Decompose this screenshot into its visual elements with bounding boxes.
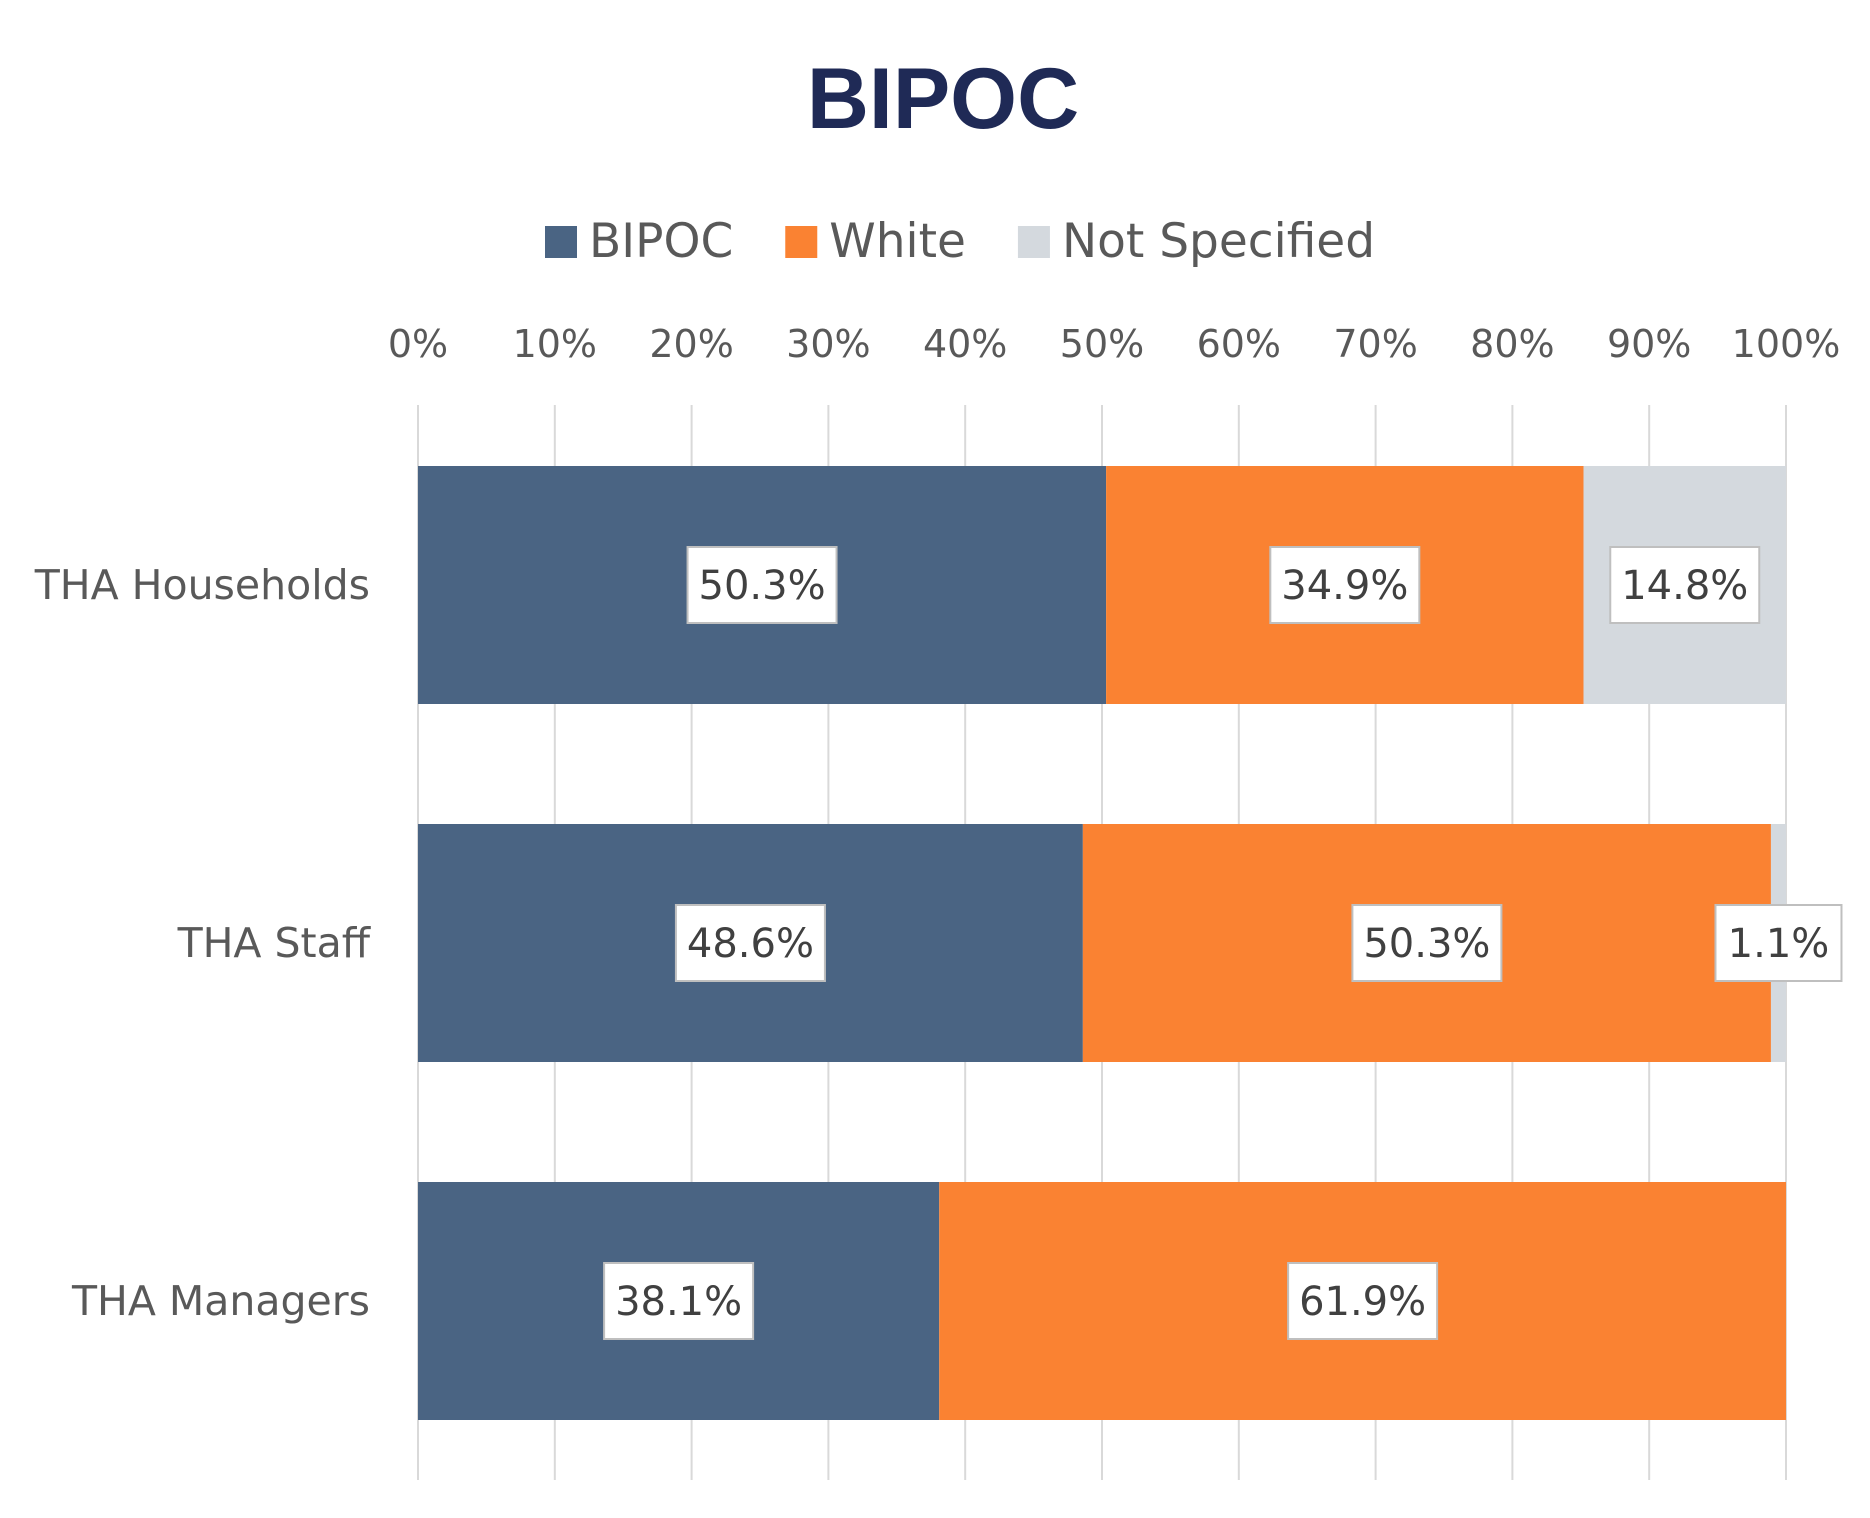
data-label-box	[1714, 904, 1843, 982]
data-label-box	[1609, 546, 1761, 624]
y-axis-categories: THA Households THA Staff THA Managers	[34, 561, 372, 1325]
data-label-text: 14.8%	[1621, 563, 1748, 609]
data-label-box	[674, 904, 826, 982]
x-tick-label: 30%	[786, 322, 870, 366]
data-label-box	[1351, 904, 1503, 982]
x-tick-label: 20%	[649, 322, 733, 366]
data-label-text: 50.3%	[699, 563, 826, 609]
data-label: 61.9%	[1287, 1262, 1439, 1340]
x-tick-label: 40%	[923, 322, 1007, 366]
data-label: 38.1%	[603, 1262, 755, 1340]
category-label: THA Households	[34, 561, 370, 609]
legend: BIPOC White Not Specified	[545, 214, 1375, 269]
legend-item: BIPOC	[545, 214, 733, 269]
x-tick-label: 70%	[1333, 322, 1417, 366]
x-tick-label: 60%	[1197, 322, 1281, 366]
data-label-text: 48.6%	[687, 921, 814, 967]
data-label-box	[686, 546, 838, 624]
legend-swatch	[1017, 226, 1050, 258]
data-label-box	[1269, 546, 1421, 624]
data-label-text: 50.3%	[1363, 921, 1490, 967]
data-label-box	[1287, 1262, 1439, 1340]
data-label-text: 61.9%	[1299, 1279, 1426, 1325]
legend-label: White	[829, 214, 966, 269]
x-tick-label: 80%	[1470, 322, 1554, 366]
x-tick-label: 100%	[1732, 322, 1841, 366]
data-label: 50.3%	[686, 546, 838, 624]
x-axis: 0% 10% 20% 30% 40% 50% 60% 70% 80% 90% 100%	[388, 322, 1840, 366]
data-label-box	[603, 1262, 755, 1340]
legend-label: BIPOC	[589, 214, 733, 269]
data-label-text: 1.1%	[1728, 921, 1830, 967]
legend-label: Not Specified	[1062, 214, 1375, 269]
data-label: 48.6%	[674, 904, 826, 982]
legend-item: White	[785, 214, 966, 269]
legend-swatch	[545, 226, 577, 258]
x-tick-label: 90%	[1607, 322, 1691, 366]
category-label: THA Staff	[177, 919, 372, 967]
data-label-text: 34.9%	[1281, 563, 1408, 609]
data-label: 1.1%	[1714, 904, 1843, 982]
data-label: 34.9%	[1269, 546, 1421, 624]
chart-title: BIPOC	[807, 51, 1079, 147]
x-tick-label: 10%	[513, 322, 597, 366]
data-label-text: 38.1%	[615, 1279, 742, 1325]
legend-item: Not Specified	[1017, 214, 1375, 269]
data-label: 50.3%	[1351, 904, 1503, 982]
category-label: THA Managers	[71, 1277, 370, 1325]
data-labels: 50.3% 34.9% 14.8% 48.6% 50.3% 1.1% 38.1% 61.9%	[603, 546, 1843, 1340]
x-tick-label: 0%	[388, 322, 448, 366]
data-label: 14.8%	[1609, 546, 1761, 624]
x-tick-label: 50%	[1060, 322, 1144, 366]
legend-swatch	[785, 226, 818, 258]
